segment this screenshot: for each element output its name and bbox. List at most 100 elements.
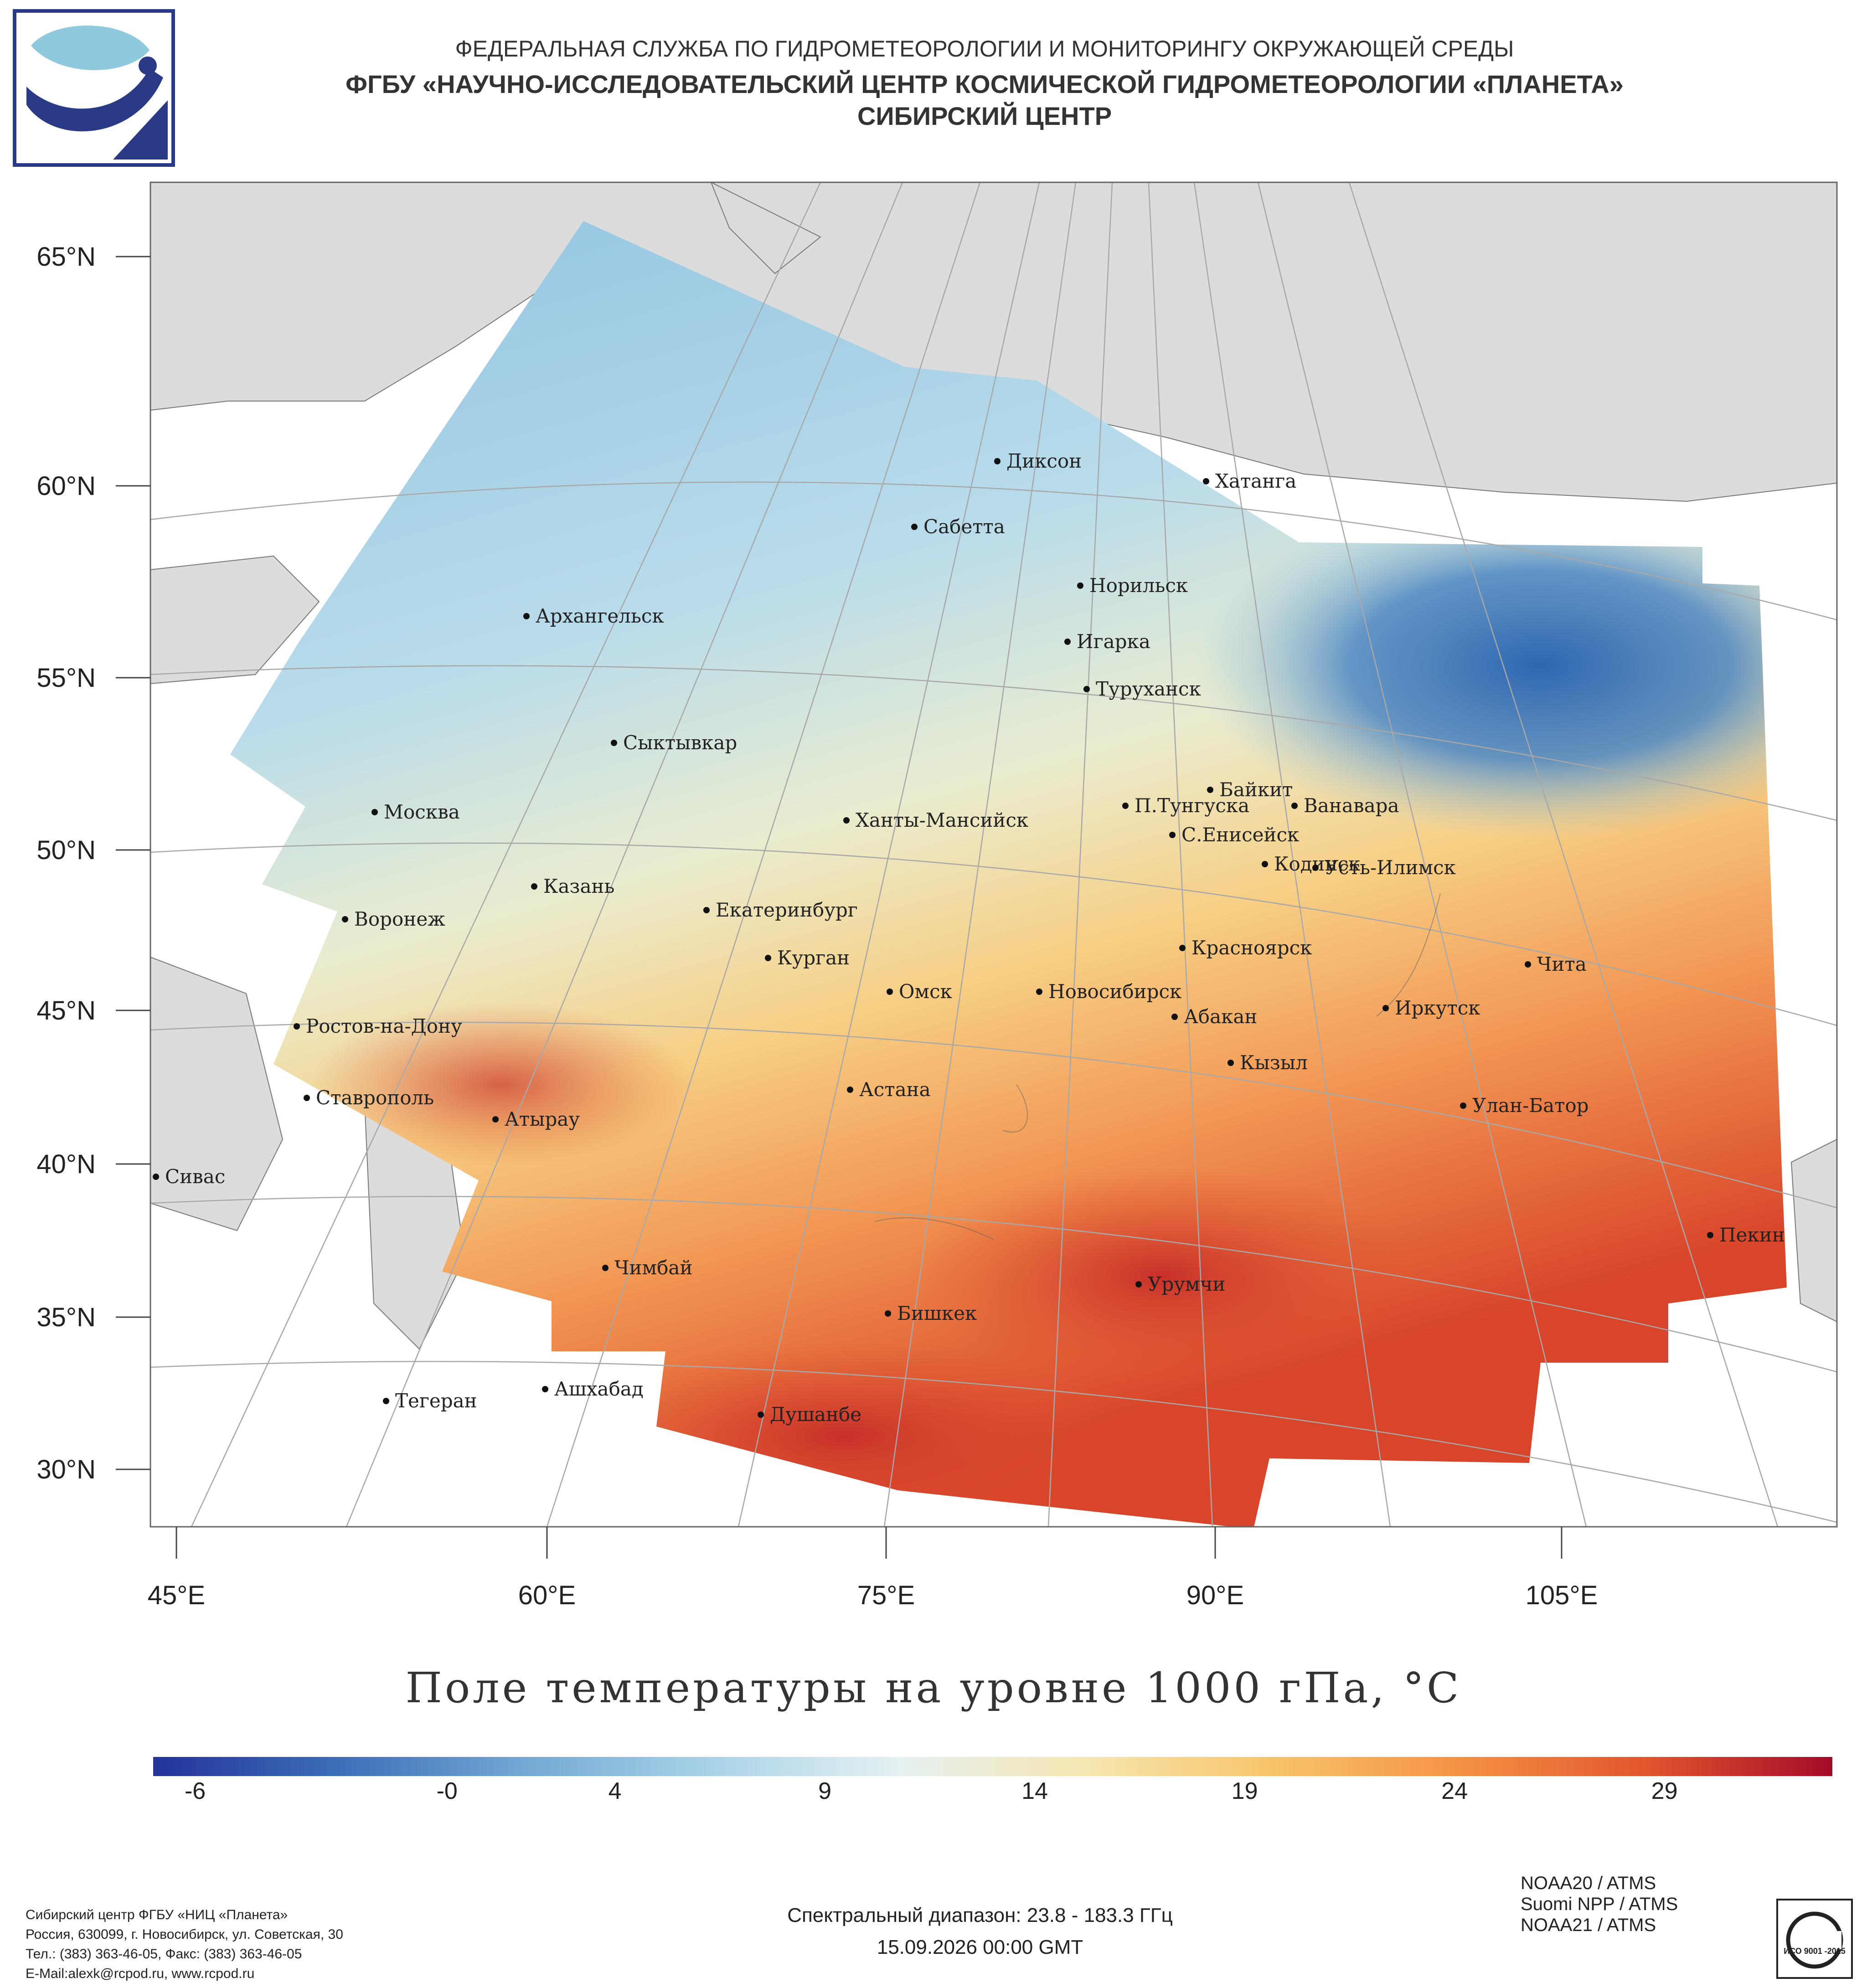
city-marker xyxy=(758,1411,764,1418)
city-marker xyxy=(294,1023,300,1030)
city-label: Ставрополь xyxy=(316,1087,434,1109)
center-title: ФГБУ «НАУЧНО-ИССЛЕДОВАТЕЛЬСКИЙ ЦЕНТР КОС… xyxy=(346,70,1624,98)
city-label: Ханты-Мансийск xyxy=(856,809,1028,831)
latitude-label: 35°N xyxy=(36,1303,96,1332)
city-label: Кодинск xyxy=(1274,853,1360,875)
colorbar-tick-label: -0 xyxy=(436,1778,458,1804)
latitude-label: 30°N xyxy=(36,1455,96,1484)
city-label: Ванавара xyxy=(1304,794,1399,817)
city-marker xyxy=(887,989,893,995)
city-label: Кызыл xyxy=(1240,1051,1308,1074)
city-marker xyxy=(1207,787,1213,793)
city-label: С.Енисейск xyxy=(1181,824,1299,846)
map-title: Поле температуры на уровне 1000 гПа, °C xyxy=(405,1664,1462,1712)
city-marker xyxy=(1077,582,1083,589)
city-marker xyxy=(1227,1060,1234,1066)
city-label: Тегеран xyxy=(395,1390,477,1412)
spectral-range: Спектральный диапазон: 23.8 - 183.3 ГГц xyxy=(787,1904,1173,1926)
latitude-label: 50°N xyxy=(36,835,96,865)
city-label: Ростов-на-Дону xyxy=(306,1015,462,1037)
planeta-logo xyxy=(13,9,175,167)
longitude-label: 90°E xyxy=(1186,1581,1244,1610)
colorbar-tick-label: -6 xyxy=(184,1778,206,1804)
city-marker xyxy=(153,1174,159,1180)
city-marker xyxy=(1122,803,1129,809)
city-marker xyxy=(1171,1014,1178,1020)
city-marker xyxy=(1179,945,1186,951)
colorbar-tick-label: 9 xyxy=(818,1778,832,1804)
temperature-map: 65°N 60°N 55°N 50°N 45°N 40°N 35°N 30°N 45°E 60°… xyxy=(36,181,1838,1610)
graticule xyxy=(150,182,1837,1527)
latitude-label: 45°N xyxy=(36,996,96,1025)
city-marker xyxy=(531,883,537,890)
observation-datetime: 15.09.2026 00:00 GMT xyxy=(877,1936,1083,1958)
city-marker xyxy=(765,955,771,961)
city-marker xyxy=(1382,1005,1389,1011)
siberian-center-title: СИБИРСКИЙ ЦЕНТР xyxy=(857,102,1112,130)
colorbar-tick-label: 4 xyxy=(608,1778,622,1804)
city-marker xyxy=(342,916,348,922)
city-marker xyxy=(1312,865,1319,871)
city-label: Чита xyxy=(1537,953,1587,975)
city-label: Екатеринбург xyxy=(716,899,858,921)
city-label: Хатанга xyxy=(1215,470,1296,492)
city-label: Диксон xyxy=(1006,450,1082,472)
city-label: Астана xyxy=(859,1078,931,1101)
city-label: Бишкек xyxy=(897,1302,977,1324)
longitude-label: 45°E xyxy=(148,1581,205,1610)
city-label: Красноярск xyxy=(1191,937,1312,959)
city-marker xyxy=(843,817,850,824)
city-label: Сивас xyxy=(165,1165,225,1188)
city-label: Новосибирск xyxy=(1048,980,1181,1003)
city-marker xyxy=(383,1398,389,1404)
agency-title: ФЕДЕРАЛЬНАЯ СЛУЖБА ПО ГИДРОМЕТЕОРОЛОГИИ … xyxy=(455,36,1514,62)
org-email: E-Mail:alexk@rcpod.ru, www.rcpod.ru xyxy=(26,1966,255,1981)
longitude-axis: 45°E 60°E 75°E 90°E 105°E xyxy=(148,1527,1598,1610)
city-marker xyxy=(371,809,378,815)
city-marker xyxy=(1064,639,1071,645)
city-label: Байкит xyxy=(1219,778,1293,801)
city-label: Казань xyxy=(543,875,614,897)
city-marker xyxy=(1291,803,1298,809)
city-label: Пекин xyxy=(1719,1224,1785,1246)
satellite-1: NOAA20 / ATMS xyxy=(1521,1873,1656,1893)
longitude-label: 60°E xyxy=(518,1581,576,1610)
city-label: Улан-Батор xyxy=(1472,1094,1589,1117)
city-marker xyxy=(602,1265,609,1271)
city-label: Душанбе xyxy=(770,1403,861,1426)
city-marker xyxy=(994,458,1001,464)
city-label: Урумчи xyxy=(1148,1273,1225,1295)
city-marker xyxy=(1460,1102,1466,1109)
iso-9001-badge: ИСО 9001 -2015 xyxy=(1776,1899,1853,1979)
org-phone: Тел.: (383) 363-46-05, Факс: (383) 363-4… xyxy=(26,1947,302,1962)
city-marker xyxy=(885,1310,891,1317)
city-marker xyxy=(1203,478,1209,484)
satellite-2: Suomi NPP / ATMS xyxy=(1521,1894,1678,1914)
colorbar-tick-label: 29 xyxy=(1651,1778,1678,1804)
city-label: Туруханск xyxy=(1096,678,1201,700)
city-label: Иркутск xyxy=(1395,997,1480,1019)
latitude-label: 40°N xyxy=(36,1149,96,1179)
city-label: Курган xyxy=(777,947,850,969)
latitude-label: 60°N xyxy=(36,471,96,501)
city-label: Чимбай xyxy=(614,1257,692,1279)
colorbar xyxy=(153,1757,1832,1776)
city-label: Абакан xyxy=(1184,1005,1257,1028)
city-label: Москва xyxy=(384,801,460,823)
city-label: Архангельск xyxy=(536,605,664,627)
city-marker xyxy=(492,1116,499,1123)
map-frame xyxy=(150,181,1838,1528)
city-marker xyxy=(1169,832,1176,838)
city-marker xyxy=(304,1095,310,1101)
city-label: Усть-Илимск xyxy=(1325,856,1456,879)
city-marker xyxy=(1135,1281,1142,1288)
colorbar-tick-label: 14 xyxy=(1021,1778,1048,1804)
city-marker xyxy=(611,740,617,746)
org-address: Россия, 630099, г. Новосибирск, ул. Сове… xyxy=(26,1927,343,1942)
colorbar-tick-label: 24 xyxy=(1441,1778,1468,1804)
city-label: Сабетта xyxy=(923,515,1005,538)
city-label: Сыктывкар xyxy=(623,731,737,754)
city-marker xyxy=(847,1087,853,1093)
longitude-label: 75°E xyxy=(857,1581,915,1610)
latitude-label: 55°N xyxy=(36,663,96,693)
